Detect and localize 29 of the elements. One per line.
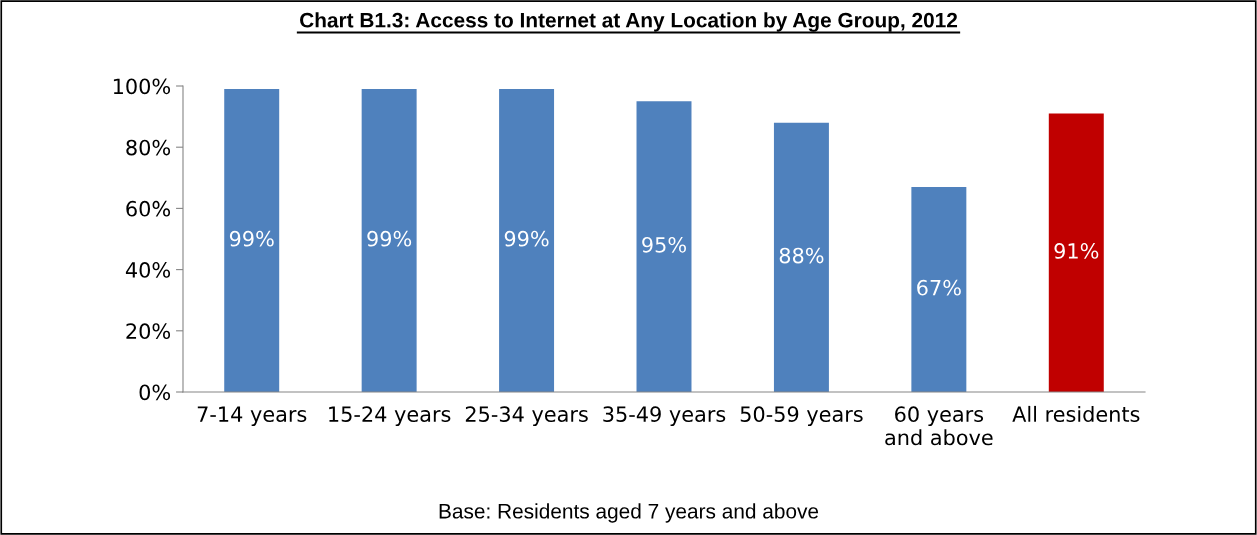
data-label: 99% xyxy=(367,230,412,247)
y-tick-label: 40% xyxy=(125,262,171,278)
x-tick-label: 15-24 years xyxy=(329,406,451,427)
bar xyxy=(499,89,555,392)
y-tick-label: 100% xyxy=(113,78,171,95)
data-label: 88% xyxy=(779,247,824,264)
y-tick-label: 60% xyxy=(126,200,171,217)
y-tick-label: 0% xyxy=(139,384,171,401)
chart-title: Chart B1.3: Access to Internet at Any Location by Age Group, 2012 xyxy=(300,12,958,32)
bar xyxy=(911,186,967,392)
x-tick-label: 35-49 years xyxy=(603,406,726,427)
text: Base: Residents aged 7 years and above xyxy=(439,503,819,523)
x-tick-label: All residents xyxy=(1012,405,1140,423)
data-label: 99% xyxy=(504,230,549,247)
bar xyxy=(361,89,417,392)
data-label: 67% xyxy=(917,279,961,296)
bar xyxy=(773,122,829,392)
data-label: 95% xyxy=(642,236,686,253)
bar xyxy=(224,89,280,392)
x-tick-label: 60 years and above xyxy=(885,406,993,446)
bar xyxy=(1048,113,1104,392)
data-label: 91% xyxy=(1054,243,1099,259)
x-tick-label: 7-14 years xyxy=(197,406,307,427)
y-tick-label: 20% xyxy=(126,323,171,340)
bar xyxy=(636,101,692,392)
y-tick-label: 80% xyxy=(126,139,171,156)
x-tick-label: 50-59 years xyxy=(740,406,863,427)
x-tick-label: 25-34 years xyxy=(465,406,588,427)
data-label: 99% xyxy=(229,230,274,247)
